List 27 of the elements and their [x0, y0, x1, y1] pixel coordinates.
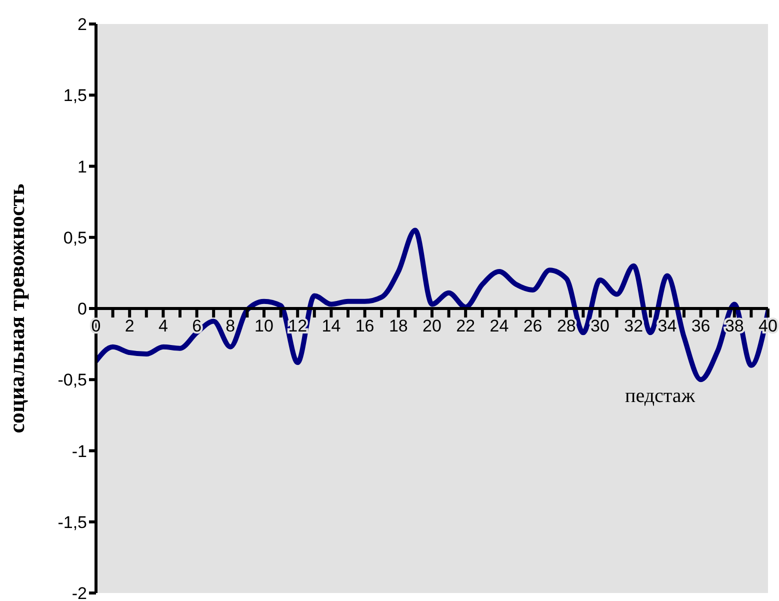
y-tick-label: 0 [78, 300, 87, 319]
x-axis-title: педстаж [625, 384, 696, 408]
x-tick-label: 14 [322, 316, 341, 336]
x-tick-label: 36 [691, 316, 710, 336]
x-tick-label: 28 [556, 316, 576, 336]
x-tick-label: 22 [456, 316, 476, 336]
y-tick-label: 1 [78, 157, 87, 176]
x-tick-label: 34 [658, 316, 677, 336]
y-tick-label: -1 [72, 442, 87, 461]
x-tick-label: 24 [490, 316, 509, 336]
y-tick-label: -0,5 [58, 370, 87, 390]
x-tick-label: 20 [422, 316, 442, 336]
x-tick-label: 18 [388, 316, 408, 336]
y-tick-label: 1,5 [63, 86, 87, 106]
y-axis-title: социальная тревожность [4, 183, 29, 434]
y-tick-label: -2 [72, 584, 87, 601]
x-tick-label: 30 [590, 316, 610, 336]
x-tick-label: 16 [355, 316, 374, 336]
x-tick-label: 2 [124, 316, 134, 336]
x-tick-label: 26 [523, 316, 542, 336]
x-tick-label: 4 [158, 316, 168, 336]
x-tick-label: 10 [254, 316, 274, 336]
x-tick-label: 32 [624, 316, 644, 336]
y-tick-label: 0,5 [63, 228, 87, 248]
x-tick-label: 8 [226, 316, 236, 336]
y-tick-label: 2 [78, 15, 87, 34]
y-tick-label: -1,5 [58, 512, 87, 532]
